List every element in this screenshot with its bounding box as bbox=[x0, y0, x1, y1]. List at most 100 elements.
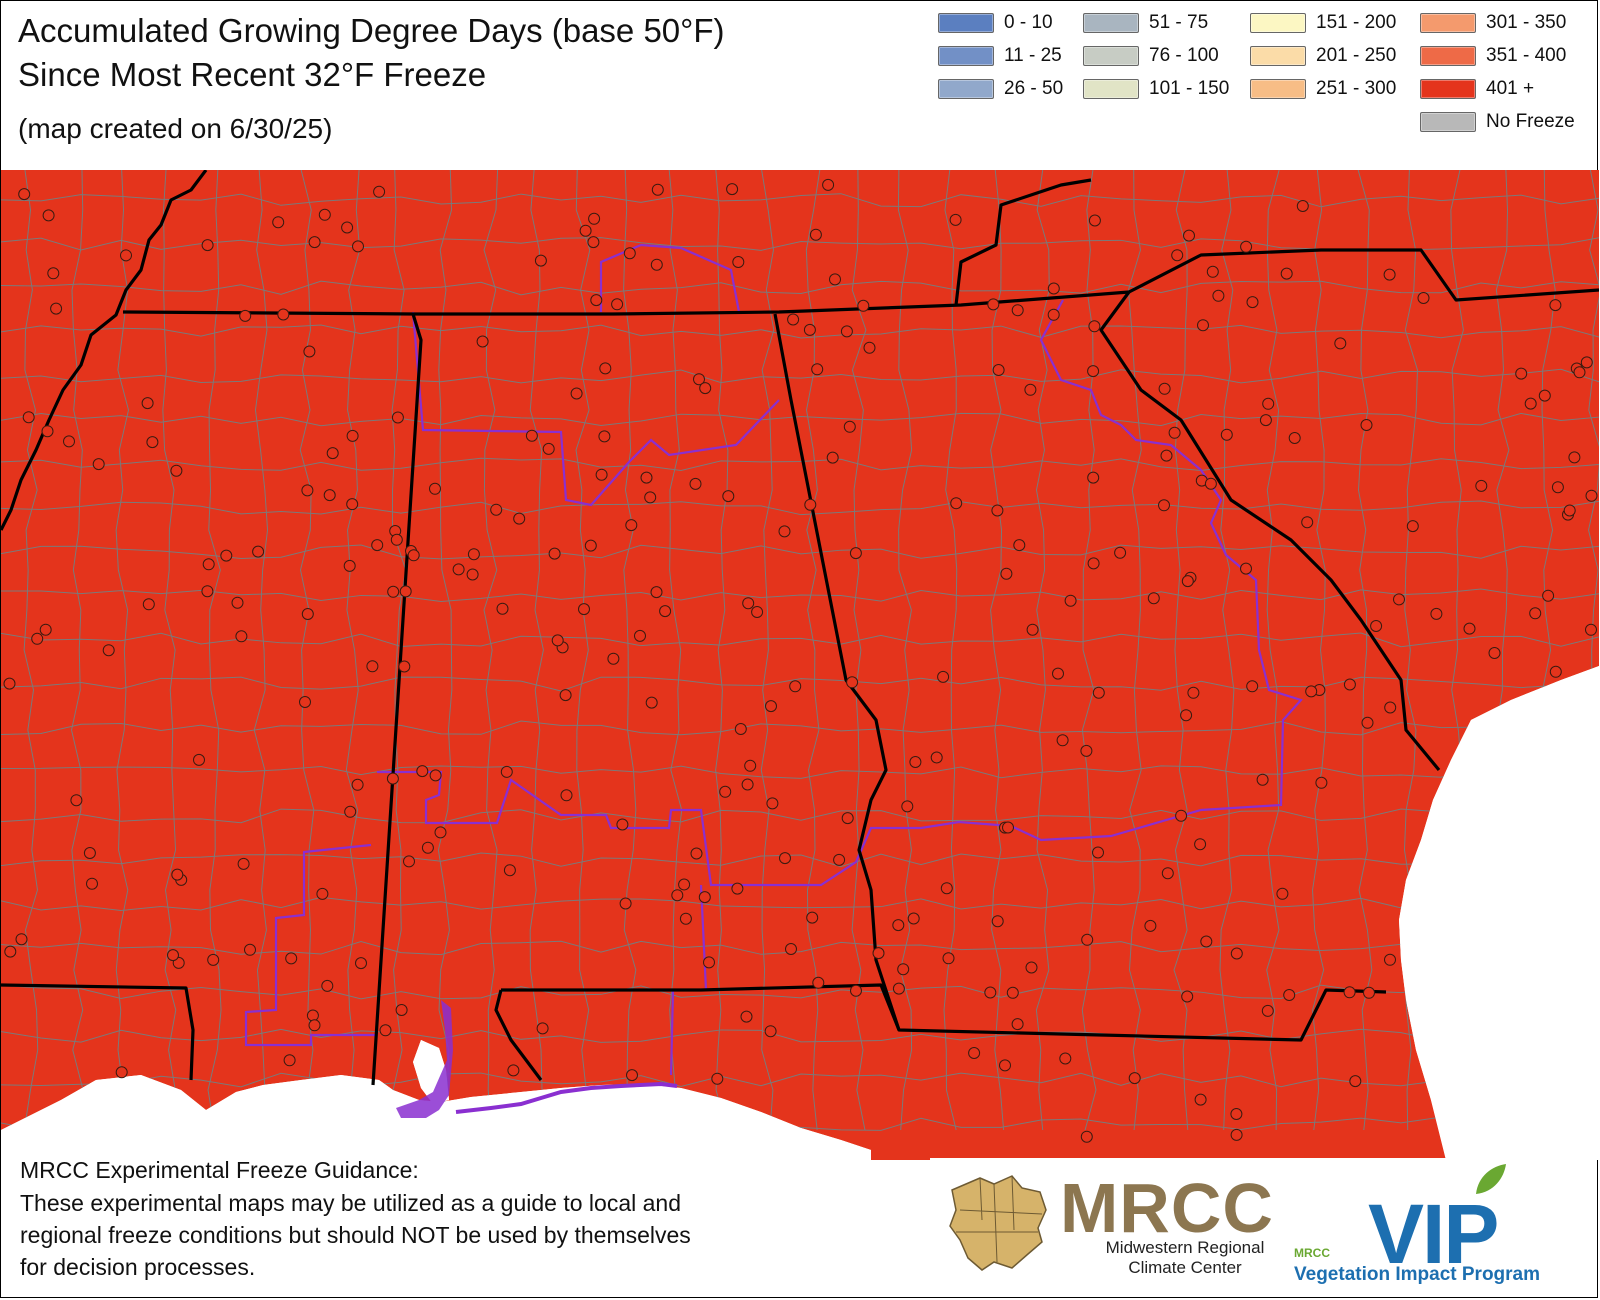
station-point bbox=[193, 753, 205, 766]
county-line bbox=[760, 170, 775, 1131]
station-point bbox=[1585, 623, 1597, 636]
station-point bbox=[1080, 744, 1093, 757]
legend-item: 151 - 200 bbox=[1250, 12, 1396, 34]
station-point bbox=[1212, 289, 1225, 302]
station-point bbox=[373, 185, 386, 198]
station-point bbox=[607, 652, 620, 665]
station-point bbox=[872, 947, 885, 960]
station-point bbox=[1026, 623, 1039, 636]
station-point bbox=[1047, 282, 1060, 295]
station-point bbox=[146, 436, 159, 449]
station-point bbox=[83, 847, 96, 859]
county-line bbox=[253, 170, 269, 1131]
station-point bbox=[308, 236, 321, 249]
station-point bbox=[559, 689, 572, 702]
station-point bbox=[1580, 356, 1593, 369]
station-point bbox=[840, 325, 853, 338]
county-line bbox=[668, 170, 683, 1131]
station-point bbox=[1052, 667, 1064, 680]
county-line bbox=[1, 412, 1599, 427]
region-line bbox=[411, 311, 780, 507]
station-point bbox=[1585, 489, 1598, 502]
county-line bbox=[391, 170, 407, 1131]
station-point bbox=[1463, 622, 1476, 635]
legend-swatch bbox=[938, 79, 994, 99]
state-line bbox=[501, 983, 1387, 1042]
legend-item: 251 - 300 bbox=[1250, 78, 1396, 100]
station-point bbox=[719, 785, 732, 798]
county-line bbox=[575, 170, 591, 1131]
station-point bbox=[1230, 1128, 1243, 1141]
station-point bbox=[689, 477, 702, 490]
county-line bbox=[1, 896, 1599, 912]
station-point bbox=[386, 772, 399, 785]
legend-item: 401 + bbox=[1420, 78, 1534, 100]
county-line bbox=[1, 765, 1599, 779]
station-point bbox=[1280, 267, 1293, 280]
station-point bbox=[726, 183, 739, 196]
legend-swatch bbox=[1250, 79, 1306, 99]
station-point bbox=[490, 503, 503, 516]
station-point bbox=[1128, 1072, 1141, 1085]
station-point bbox=[778, 525, 791, 538]
station-point bbox=[466, 568, 479, 581]
station-point bbox=[1296, 200, 1309, 212]
station-point bbox=[703, 956, 715, 969]
station-point bbox=[732, 256, 745, 268]
station-point bbox=[1206, 265, 1219, 278]
region-coast bbox=[455, 1081, 678, 1114]
county-line bbox=[1, 457, 1599, 472]
station-point bbox=[690, 847, 703, 860]
station-point bbox=[1363, 986, 1375, 999]
station-point bbox=[671, 889, 684, 902]
legend-swatch bbox=[1420, 46, 1476, 66]
station-point bbox=[1542, 589, 1555, 602]
county-line bbox=[1219, 170, 1235, 1131]
map-fill bbox=[1, 170, 1599, 1160]
station-point bbox=[202, 558, 215, 571]
station-point bbox=[399, 585, 412, 598]
land-fill bbox=[1, 170, 1599, 1160]
station-point bbox=[343, 559, 356, 572]
station-point bbox=[1256, 773, 1269, 786]
region-line bbox=[377, 299, 1303, 887]
county-line bbox=[1, 500, 1599, 516]
county-line bbox=[529, 170, 544, 1131]
county-line bbox=[1, 1028, 1599, 1043]
station-point bbox=[812, 976, 825, 989]
station-point bbox=[1475, 479, 1488, 492]
station-point bbox=[1158, 382, 1171, 395]
station-point bbox=[1393, 593, 1405, 606]
station-point bbox=[301, 608, 314, 620]
station-point bbox=[507, 1064, 520, 1077]
station-point bbox=[892, 919, 905, 932]
station-point bbox=[207, 953, 220, 966]
station-point bbox=[1488, 647, 1501, 659]
region-line bbox=[244, 843, 377, 1047]
station-point bbox=[999, 1059, 1011, 1072]
station-point bbox=[1002, 821, 1014, 834]
station-point bbox=[987, 298, 1000, 311]
station-point bbox=[741, 778, 754, 791]
station-point bbox=[1088, 320, 1101, 333]
station-point bbox=[1301, 516, 1314, 529]
station-point bbox=[634, 629, 646, 642]
station-point bbox=[711, 1072, 724, 1085]
station-point bbox=[1006, 986, 1019, 999]
disclaimer-line: regional freeze conditions but should NO… bbox=[20, 1222, 691, 1248]
station-point bbox=[740, 1010, 753, 1023]
legend-swatch bbox=[938, 46, 994, 66]
station-point bbox=[244, 943, 256, 956]
station-point bbox=[843, 420, 856, 433]
station-point bbox=[220, 549, 233, 562]
station-point bbox=[1161, 867, 1174, 880]
station-point bbox=[1384, 701, 1397, 714]
station-point bbox=[731, 882, 744, 895]
station-point bbox=[303, 345, 316, 358]
region-line bbox=[699, 884, 708, 991]
station-point bbox=[942, 952, 955, 965]
gulf-water-mask bbox=[1, 1075, 871, 1160]
station-point bbox=[102, 644, 115, 657]
station-point bbox=[395, 1004, 408, 1016]
station-point bbox=[1529, 607, 1542, 620]
